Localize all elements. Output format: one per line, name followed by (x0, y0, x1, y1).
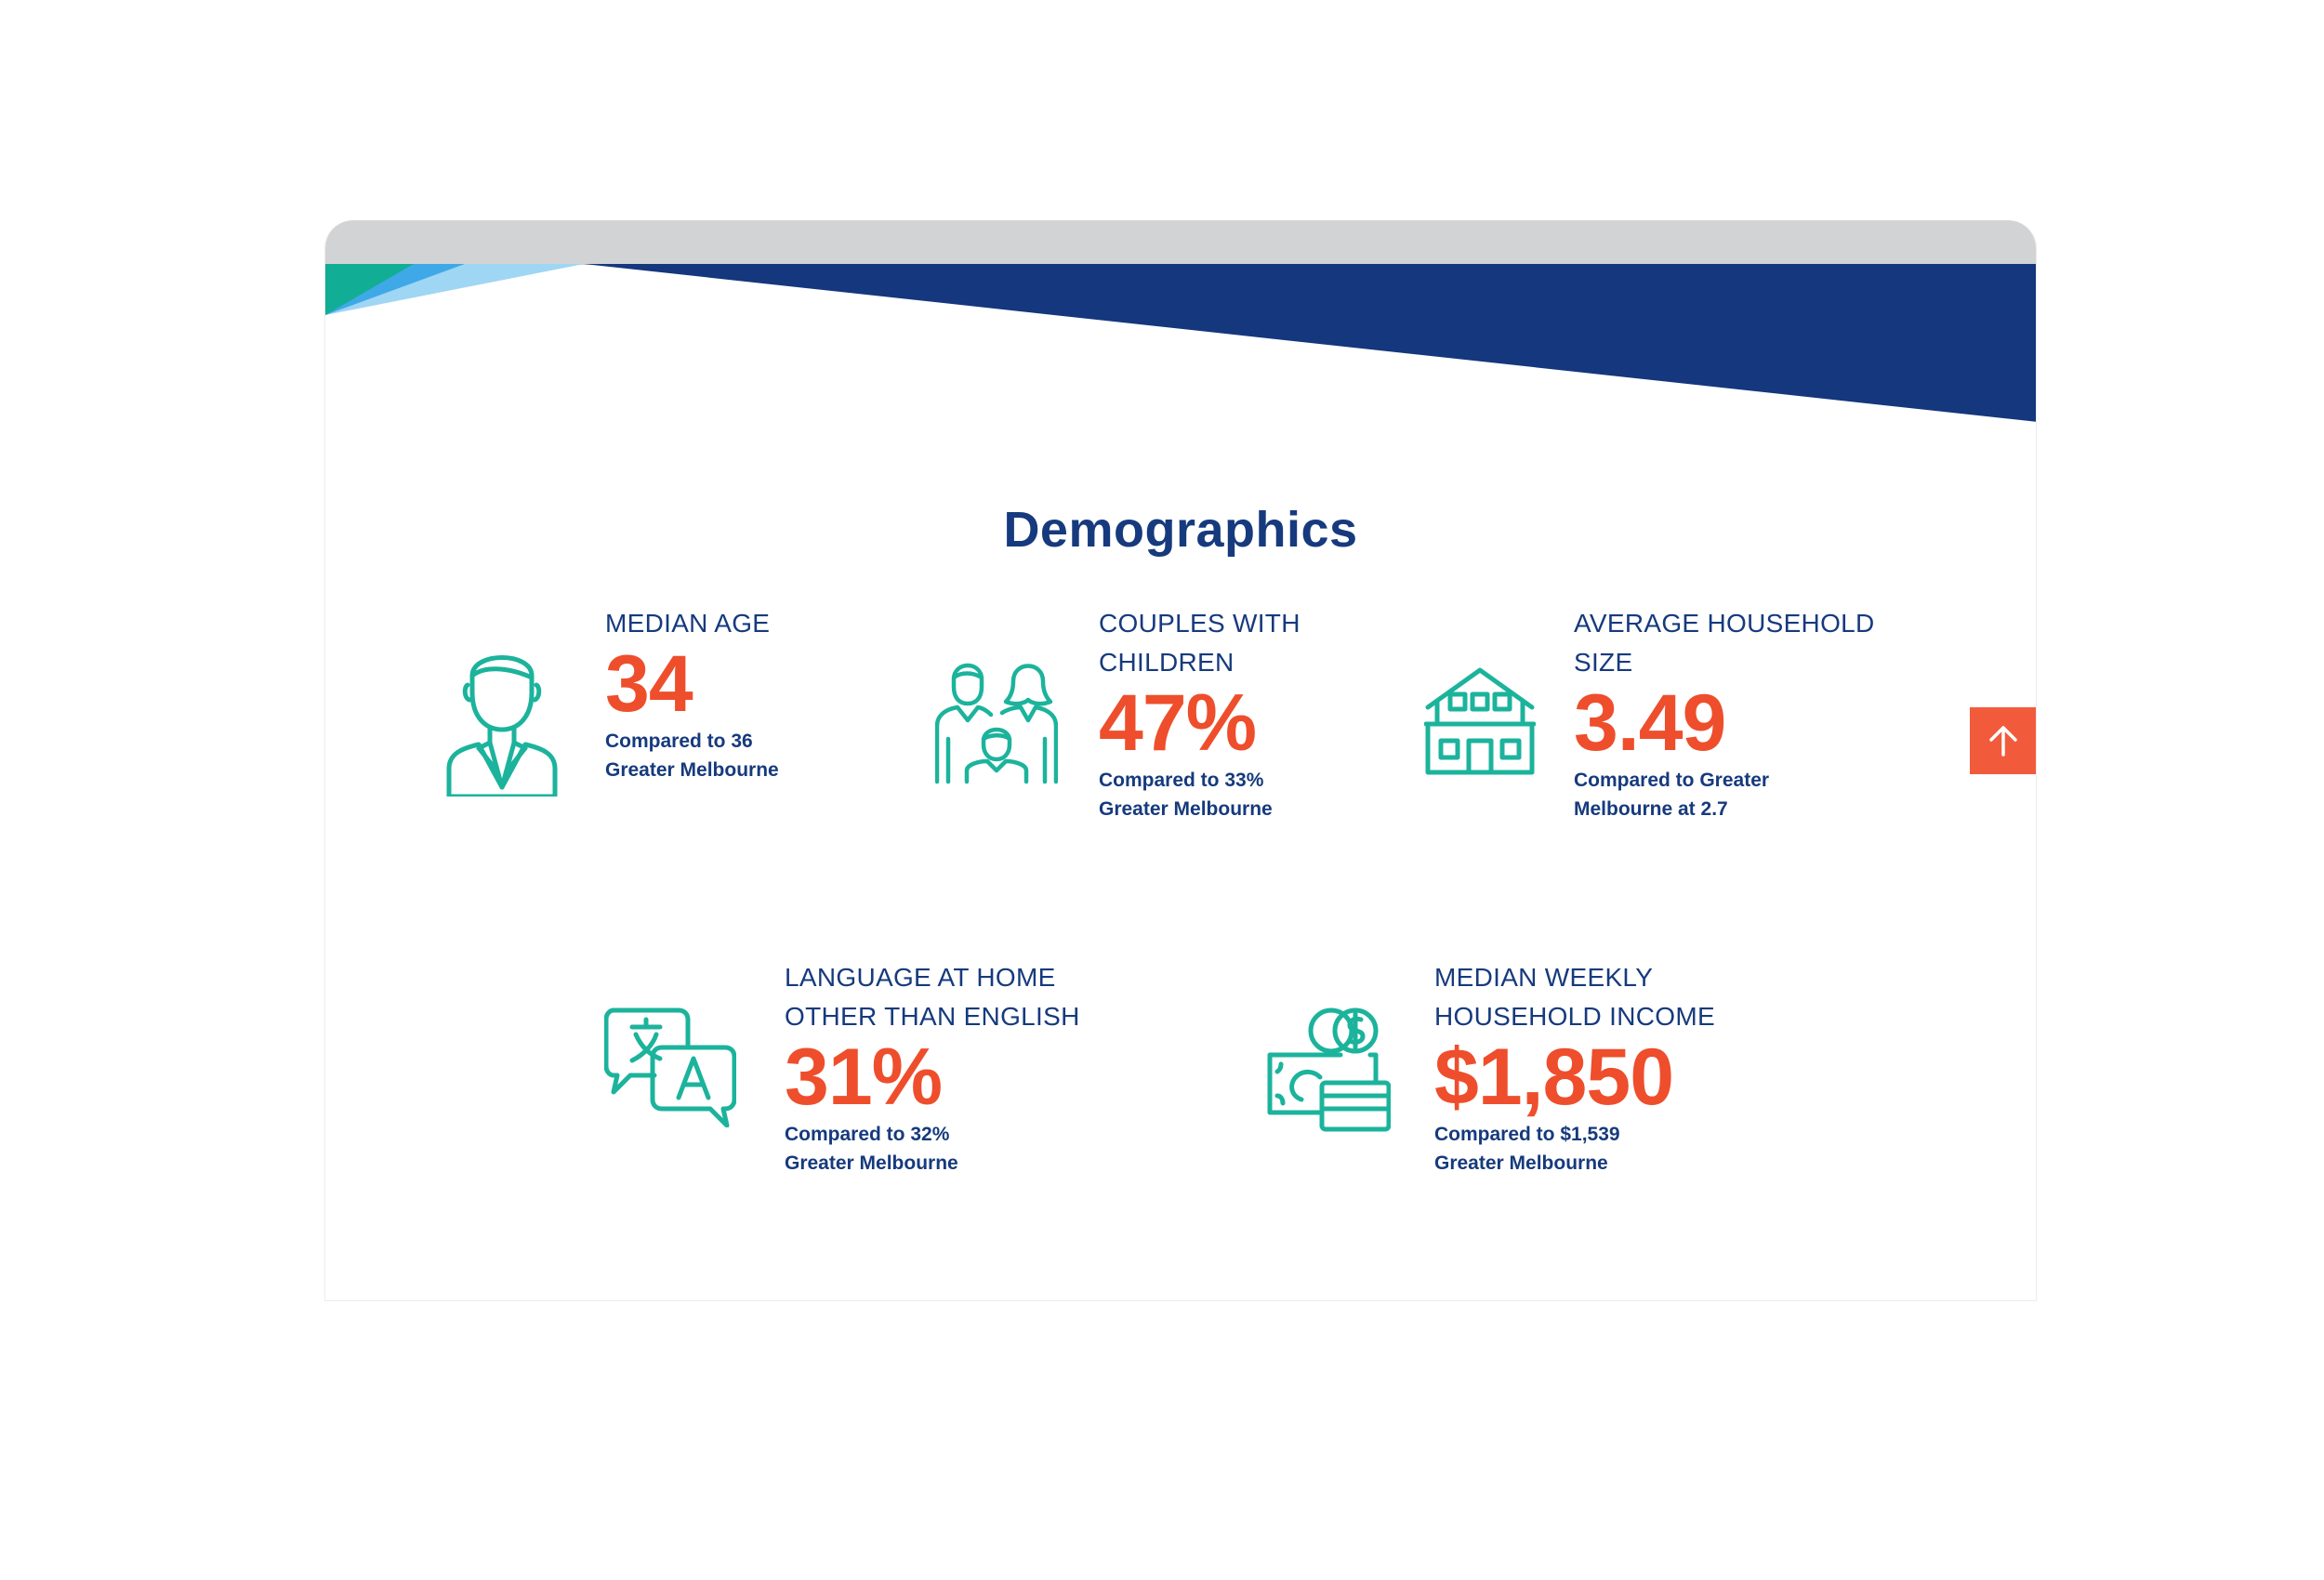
stat-comparison: Compared to 32% Greater Melbourne (785, 1124, 958, 1174)
stat-label: MEDIAN WEEKLY HOUSEHOLD INCOME (1434, 963, 1715, 1031)
stat-value: 34 (605, 639, 693, 729)
house-icon (1423, 666, 1537, 776)
stat-label: LANGUAGE AT HOME OTHER THAN ENGLISH (785, 963, 1080, 1031)
stat-comparison: Compared to Greater Melbourne at 2.7 (1574, 770, 1770, 820)
scroll-to-top-button[interactable] (1970, 707, 2036, 774)
stat-comparison: Compared to 33% Greater Melbourne (1099, 770, 1273, 820)
stat-value: 47% (1099, 678, 1257, 768)
arrow-up-icon (1989, 726, 2017, 757)
person-icon (442, 639, 562, 799)
stat-value: $1,850 (1434, 1033, 1674, 1122)
stat-label: AVERAGE HOUSEHOLD SIZE (1574, 609, 1875, 677)
browser-chrome-bar (325, 220, 2036, 265)
stat-label: MEDIAN AGE (605, 609, 771, 638)
section-title: Demographics (1003, 502, 1358, 558)
browser-window: Demographics MEDIAN AGE 34 Compared to 3… (324, 220, 2037, 1301)
stat-label: COUPLES WITH CHILDREN (1099, 609, 1301, 677)
stat-comparison: Compared to 36 Greater Melbourne (605, 731, 779, 781)
stat-comparison: Compared to $1,539 Greater Melbourne (1434, 1124, 1620, 1174)
header-banner (325, 264, 2036, 422)
translate-icon (603, 1007, 737, 1128)
stat-value: 3.49 (1574, 678, 1726, 768)
stat-value: 31% (785, 1033, 943, 1122)
family-icon (934, 655, 1059, 785)
money-icon (1264, 1007, 1392, 1133)
